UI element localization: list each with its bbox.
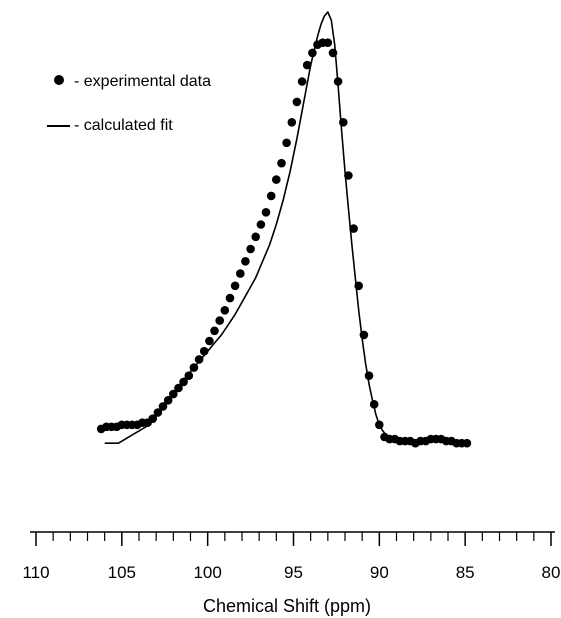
experimental-point — [282, 138, 291, 148]
x-tick-label: 85 — [456, 563, 475, 582]
experimental-point — [328, 48, 338, 58]
x-tick-label: 95 — [284, 563, 303, 582]
experimental-point — [297, 77, 307, 86]
x-tick-label: 105 — [108, 563, 136, 582]
experimental-point — [359, 330, 369, 340]
experimental-point — [194, 355, 204, 364]
experimental-point — [302, 60, 312, 70]
experimental-point — [184, 371, 194, 381]
experimental-point — [354, 281, 364, 291]
experimental-point — [189, 363, 199, 372]
experimental-point — [369, 400, 379, 409]
experimental-point — [375, 420, 384, 430]
experimental-point — [251, 232, 260, 242]
experimental-point — [462, 438, 472, 448]
x-tick-label: 90 — [370, 563, 389, 582]
experimental-point — [339, 118, 348, 127]
experimental-point — [153, 408, 163, 417]
experimental-point — [287, 118, 297, 127]
legend-marker-experimental — [54, 75, 64, 85]
plot-area — [96, 11, 472, 448]
experimental-point — [261, 208, 271, 217]
x-tick-label: 80 — [542, 563, 561, 582]
experimental-point — [349, 224, 358, 233]
experimental-point — [158, 402, 168, 411]
experimental-point — [199, 346, 209, 356]
experimental-point — [174, 383, 183, 393]
experimental-point — [256, 220, 266, 229]
experimental-point — [220, 306, 230, 315]
experimental-point — [246, 244, 255, 254]
experimental-point — [163, 396, 173, 405]
x-axis-title: Chemical Shift (ppm) — [203, 596, 371, 616]
experimental-point — [169, 389, 178, 399]
experimental-point — [308, 48, 317, 58]
experimental-point — [364, 371, 374, 381]
experimental-point — [292, 97, 302, 107]
experimental-point — [323, 38, 333, 47]
experimental-point — [210, 326, 219, 336]
experimental-point — [277, 158, 286, 168]
x-tick-label: 100 — [193, 563, 221, 582]
experimental-point — [236, 269, 245, 278]
legend-label-experimental: - experimental data — [74, 73, 211, 90]
experimental-point — [179, 377, 188, 387]
legend: - experimental data - calculated fit — [47, 73, 211, 134]
experimental-point — [148, 414, 157, 424]
x-tick-label: 110 — [22, 563, 49, 582]
experimental-point — [266, 191, 276, 201]
experimental-point — [215, 316, 224, 325]
experimental-point — [241, 257, 250, 266]
x-axis: 110 105 100 95 90 85 80 — [22, 531, 561, 582]
experimental-point — [333, 77, 343, 86]
experimental-point — [225, 293, 235, 303]
experimental-point — [230, 281, 240, 291]
experimental-point — [272, 175, 281, 184]
legend-label-calculated: - calculated fit — [74, 117, 173, 134]
experimental-point — [205, 336, 214, 346]
experimental-point — [344, 171, 353, 180]
